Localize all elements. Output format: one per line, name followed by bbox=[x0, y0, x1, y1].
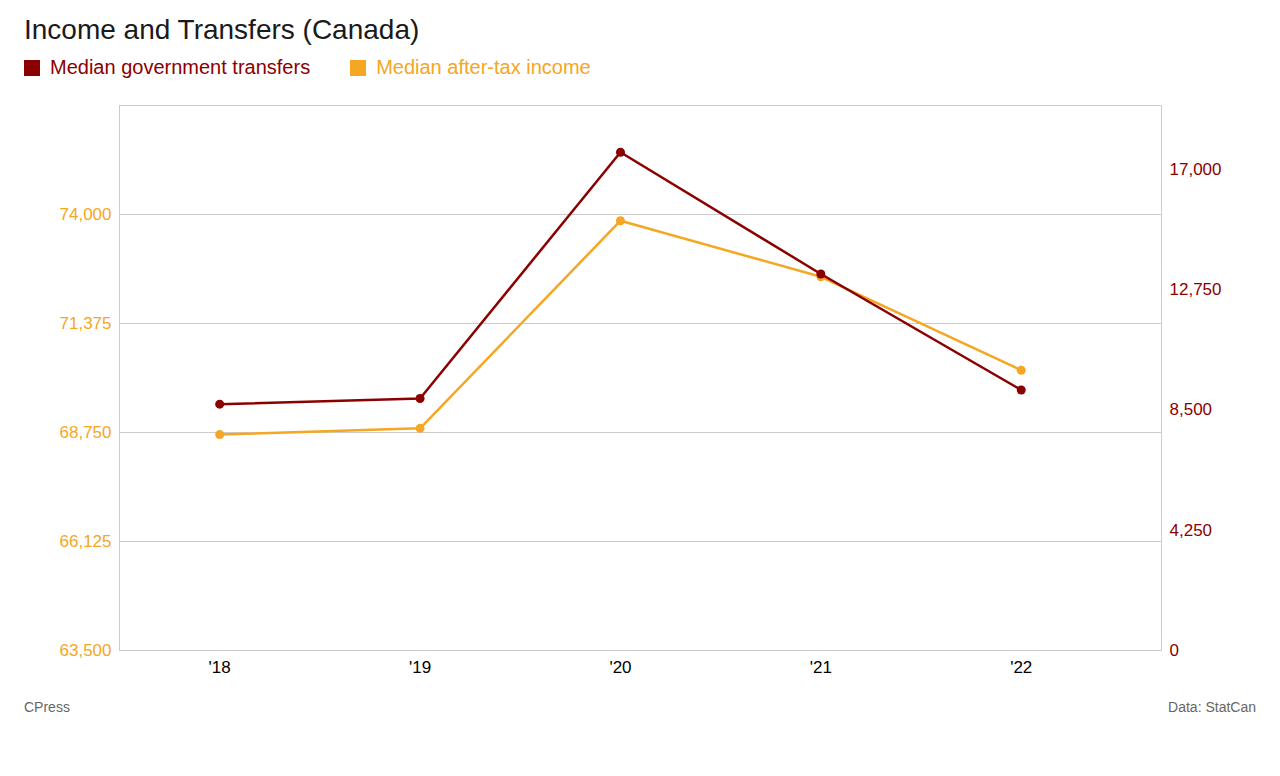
svg-text:71,375: 71,375 bbox=[60, 314, 112, 333]
svg-text:17,000: 17,000 bbox=[1170, 160, 1222, 179]
svg-text:'19: '19 bbox=[409, 658, 431, 677]
html-text:CPress: CPress bbox=[24, 699, 70, 715]
svg-text:8,500: 8,500 bbox=[1170, 400, 1213, 419]
svg-text:66,125: 66,125 bbox=[60, 532, 112, 551]
html-text:Data: StatCan: Data: StatCan bbox=[1168, 699, 1256, 715]
svg-text:63,500: 63,500 bbox=[60, 641, 112, 660]
svg-text:'20: '20 bbox=[609, 658, 631, 677]
svg-text:74,000: 74,000 bbox=[60, 205, 112, 224]
svg-text:68,750: 68,750 bbox=[60, 423, 112, 442]
html-text:Median government transfers: Median government transfers bbox=[50, 56, 311, 78]
svg-text:'22: '22 bbox=[1010, 658, 1032, 677]
svg-text:'18: '18 bbox=[209, 658, 231, 677]
html-text:Income and Transfers (Canada): Income and Transfers (Canada) bbox=[24, 14, 420, 45]
svg-text:4,250: 4,250 bbox=[1170, 521, 1213, 540]
svg-text:0: 0 bbox=[1170, 641, 1179, 660]
svg-text:12,750: 12,750 bbox=[1170, 280, 1222, 299]
svg-text:'21: '21 bbox=[810, 658, 832, 677]
html-text:Median after-tax income: Median after-tax income bbox=[376, 56, 591, 78]
